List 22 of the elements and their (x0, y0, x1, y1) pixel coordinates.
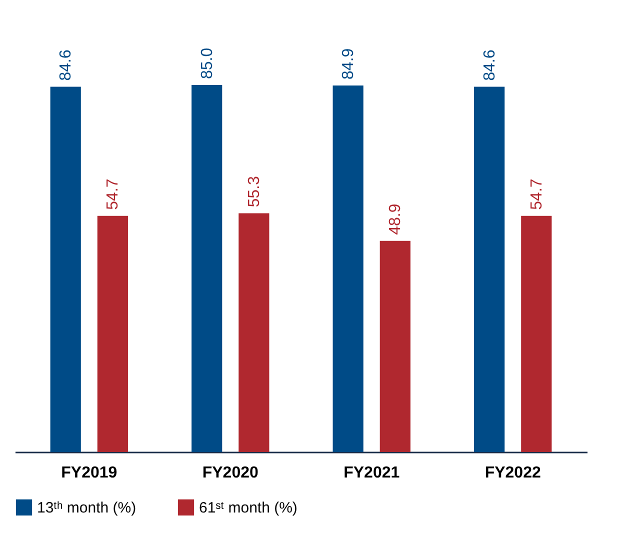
bar (332, 85, 364, 452)
bar (474, 86, 505, 452)
bar (97, 216, 128, 452)
x-tick-label: FY2022 (484, 464, 541, 482)
x-tick-label: FY2021 (344, 464, 400, 482)
bar (238, 213, 270, 452)
x-tick-label: FY2020 (202, 464, 258, 482)
data-label: 54.7 (104, 178, 122, 210)
x-tick-label: FY2019 (61, 464, 118, 482)
data-label: 48.9 (387, 204, 404, 235)
bar (521, 216, 552, 452)
data-label: 84.6 (481, 50, 498, 81)
bar (192, 85, 222, 452)
data-label: 55.3 (246, 176, 263, 208)
data-label: 84.6 (58, 50, 75, 81)
data-label: 85.0 (198, 48, 216, 80)
bar (380, 240, 410, 452)
legend-label: 61ˢᵗ month (%) (199, 499, 298, 516)
data-label: 54.7 (528, 178, 546, 210)
data-label: 84.9 (340, 48, 358, 80)
bar (50, 86, 81, 452)
legend-label: 13ᵗʰ month (%) (37, 499, 136, 516)
